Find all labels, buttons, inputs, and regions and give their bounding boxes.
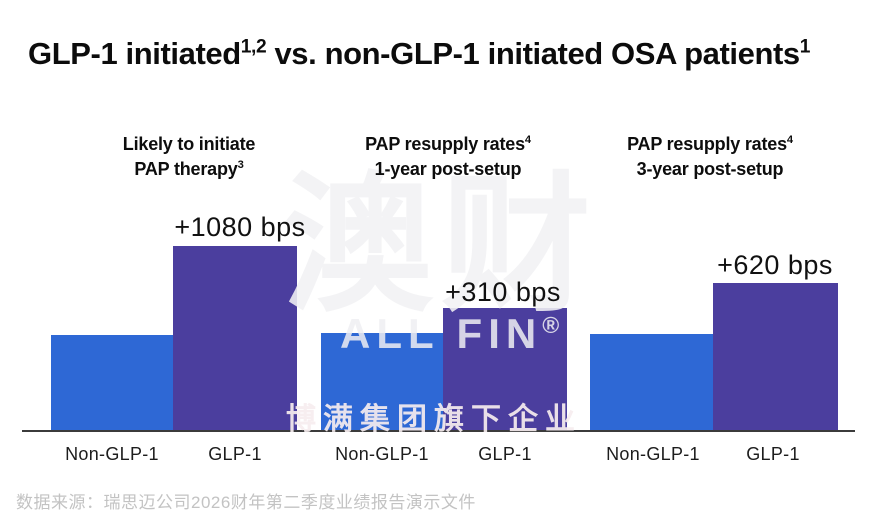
group3-label-glp1: GLP-1 [746,444,800,464]
group1-header-line2: PAP therapy3 [19,155,359,180]
group3-header-line2: 3-year post-setup [540,155,874,180]
group1-header-line2-sup: 3 [237,159,244,171]
group1-header-line2-text: PAP therapy [134,159,238,179]
group2-label-non-glp1: Non-GLP-1 [335,444,429,464]
group1-bar-glp1 [173,246,297,432]
group2-label-glp1: GLP-1 [478,444,532,464]
group2-bar-non-glp1 [321,333,443,432]
group2-bar-glp1 [443,308,567,432]
group3-header-line1: PAP resupply rates4 [540,130,874,155]
group2-header-line2-text: 1-year post-setup [374,159,522,179]
group3-delta-label: +620 bps [717,250,833,280]
group3-bar-non-glp1 [590,334,713,432]
group2-header-line2: 1-year post-setup [278,155,618,180]
group1-delta-label: +1080 bps [174,212,306,242]
group1-bar-non-glp1 [51,335,173,432]
group1-header-line1: Likely to initiate [19,130,359,155]
x-axis-line [22,430,855,432]
group2-header-line1-sup: 4 [524,134,531,146]
group3-bar-glp1 [713,283,838,432]
group3-label-non-glp1: Non-GLP-1 [606,444,700,464]
group3-header-line2-text: 3-year post-setup [636,159,784,179]
group3-header-line1-text: PAP resupply rates [627,134,787,154]
group3-header-line1-sup: 4 [786,134,793,146]
title-text-1: GLP-1 initiated [28,36,241,71]
title-superscript-1: 1,2 [240,36,267,58]
group1-header: Likely to initiate PAP therapy3 [19,130,359,180]
group1-label-non-glp1: Non-GLP-1 [65,444,159,464]
group2-header: PAP resupply rates4 1-year post-setup [278,130,618,180]
group2-header-line1-text: PAP resupply rates [365,134,525,154]
page-title: GLP-1 initiated1,2 vs. non-GLP-1 initiat… [28,36,810,72]
data-source-note: 数据来源：瑞思迈公司2026财年第二季度业绩报告演示文件 [16,493,476,512]
title-superscript-2: 1 [799,36,811,58]
group3-header: PAP resupply rates4 3-year post-setup [540,130,874,180]
title-text-2: vs. non-GLP-1 initiated OSA patients [266,36,800,71]
group2-delta-label: +310 bps [445,277,561,307]
group2-header-line1: PAP resupply rates4 [278,130,618,155]
group1-label-glp1: GLP-1 [208,444,262,464]
group1-header-line1-text: Likely to initiate [122,134,256,154]
